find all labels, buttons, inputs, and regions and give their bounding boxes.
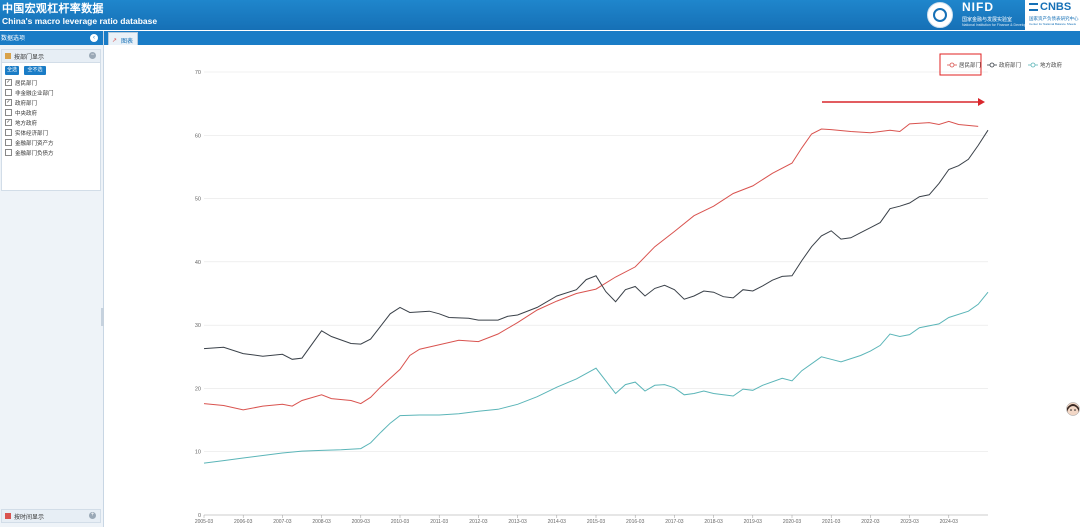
x-tick-label: 2012-03 (469, 519, 488, 525)
time-panel-title: 按时间显示 (14, 515, 45, 521)
series-line-1 (203, 129, 989, 360)
sector-checkbox-item[interactable]: 中央政府 (5, 109, 38, 119)
sidebar: 数据选项 ‹ 按部门显示 − 全选 全不选 ✓ 居民部门 非金融企业部门 ✓ 政府部门中… (0, 31, 105, 527)
sector-checkbox-item[interactable]: ✓ 地方政府 (5, 119, 38, 129)
y-tick-label: 30 (195, 323, 201, 329)
y-tick-label: 60 (195, 133, 201, 139)
sector-label: 非金融企业部门 (15, 91, 54, 97)
select-all-button[interactable]: 全选 (5, 66, 19, 75)
sector-checkbox-item[interactable]: 金融部门负债方 (5, 149, 54, 159)
y-tick-label: 50 (195, 197, 201, 203)
sector-label: 居民部门 (15, 81, 38, 87)
x-tick-label: 2020-03 (783, 519, 802, 525)
sector-label: 实体经济部门 (15, 131, 49, 137)
tab-chart[interactable]: ↗ 图表 (108, 32, 138, 46)
sector-label: 金融部门资产方 (15, 141, 54, 147)
legend-marker (1030, 62, 1036, 68)
collapse-panel-icon[interactable]: − (89, 52, 96, 59)
unchecked-checkbox-icon[interactable] (5, 139, 12, 147)
x-tick-label: 2018-03 (704, 519, 723, 525)
time-panel-header[interactable]: 按时间显示 + (1, 509, 101, 523)
chart-area: 0 10 20 30 40 50 60 70 2005-03 2006-03 2007-03 2008… (104, 45, 1080, 527)
app-header: 中国宏观杠杆率数据 China's macro leverage ratio d… (0, 0, 1080, 30)
cnbs-subtitle-en: Center for National Balance Sheets (1029, 22, 1077, 26)
checked-checkbox-icon[interactable]: ✓ (5, 99, 12, 107)
series-line-0 (203, 120, 979, 411)
y-tick-label: 20 (195, 386, 201, 392)
x-tick-label: 2024-03 (940, 519, 959, 525)
legend-label: 地方政府 (1040, 61, 1063, 69)
x-tick-label: 2013-03 (508, 519, 527, 525)
expand-panel-icon[interactable]: + (89, 512, 96, 519)
tab-bar: ↗ 图表 (104, 31, 1080, 46)
x-tick-label: 2008-03 (312, 519, 331, 525)
y-tick-label: 10 (195, 450, 201, 456)
x-tick-label: 2009-03 (352, 519, 371, 525)
sector-panel-header[interactable]: 按部门显示 − (2, 50, 100, 63)
sector-label: 地方政府 (15, 121, 38, 127)
y-tick-label: 0 (198, 513, 201, 519)
x-tick-label: 2007-03 (273, 519, 292, 525)
sector-label: 金融部门负债方 (15, 151, 54, 157)
checked-checkbox-icon[interactable]: ✓ (5, 119, 12, 127)
x-tick-label: 2016-03 (626, 519, 645, 525)
nifd-subtitle-en: National Institution for Finance & Devel… (962, 23, 1035, 27)
legend-marker (989, 62, 995, 68)
x-tick-label: 2011-03 (430, 519, 448, 525)
cnbs-subtitle: 国家资产负债表研究中心 (1029, 16, 1079, 21)
sector-checkbox-item[interactable]: ✓ 居民部门 (5, 79, 38, 89)
cnbs-logo-box (1025, 0, 1080, 30)
y-tick-label: 40 (195, 260, 201, 266)
legend-marker (949, 62, 955, 68)
grid-icon (5, 53, 11, 59)
checked-checkbox-icon[interactable]: ✓ (5, 79, 12, 87)
leverage-line-chart: 0 10 20 30 40 50 60 70 2005-03 2006-03 2007-03 2008… (195, 53, 1063, 525)
x-tick-label: 2023-03 (900, 519, 919, 525)
sidebar-header-label: 数据选项 (1, 36, 26, 42)
cnbs-logo-icon (1029, 3, 1038, 11)
x-tick-label: 2005-03 (195, 519, 214, 525)
nifd-logo-text: NIFD (962, 0, 994, 14)
sector-checkbox-item[interactable]: ✓ 政府部门 (5, 99, 38, 109)
unchecked-checkbox-icon[interactable] (5, 109, 12, 117)
nifd-subtitle: 国家金融与发展实验室 (962, 17, 1013, 23)
x-tick-label: 2017-03 (665, 519, 684, 525)
sector-label: 政府部门 (15, 101, 38, 107)
legend-label: 政府部门 (999, 61, 1021, 69)
tab-chart-label: 图表 (121, 39, 134, 45)
x-tick-label: 2022-03 (861, 519, 880, 525)
x-tick-label: 2015-03 (587, 519, 606, 525)
sector-checkbox-item[interactable]: 非金融企业部门 (5, 89, 54, 99)
x-tick-label: 2019-03 (744, 519, 763, 525)
annotation-arrow-head (978, 98, 985, 106)
x-tick-label: 2010-03 (391, 519, 410, 525)
sector-panel: 按部门显示 − 全选 全不选 ✓ 居民部门 非金融企业部门 ✓ 政府部门 中央政府 ✓ 地方政… (1, 49, 101, 191)
legend-highlight-box (939, 53, 982, 76)
app-title-en: China's macro leverage ratio database (2, 16, 158, 26)
line-chart-icon: ↗ (112, 38, 118, 44)
x-tick-label: 2014-03 (548, 519, 567, 525)
x-tick-label: 2021-03 (822, 519, 841, 525)
unchecked-checkbox-icon[interactable] (5, 129, 12, 137)
series-line-2 (203, 291, 989, 464)
calendar-icon (5, 513, 11, 519)
sector-label: 中央政府 (15, 111, 38, 117)
cnbs-logo-text: CNBS (1040, 1, 1072, 13)
assistant-avatar-icon[interactable] (1066, 401, 1080, 417)
sector-checkbox-item[interactable]: 实体经济部门 (5, 129, 49, 139)
sector-panel-title: 按部门显示 (14, 55, 45, 61)
sidebar-resize-handle[interactable] (101, 308, 105, 326)
unchecked-checkbox-icon[interactable] (5, 149, 12, 157)
y-tick-label: 70 (195, 70, 201, 76)
select-none-button[interactable]: 全不选 (24, 66, 46, 75)
nifd-seal-logo (927, 2, 953, 28)
unchecked-checkbox-icon[interactable] (5, 89, 12, 97)
legend-label: 居民部门 (959, 61, 981, 69)
x-tick-label: 2006-03 (234, 519, 253, 525)
sidebar-header: 数据选项 ‹ (0, 31, 103, 45)
collapse-sidebar-icon[interactable]: ‹ (90, 34, 98, 42)
sector-checkbox-item[interactable]: 金融部门资产方 (5, 139, 54, 149)
app-title-cn: 中国宏观杠杆率数据 (2, 3, 104, 15)
